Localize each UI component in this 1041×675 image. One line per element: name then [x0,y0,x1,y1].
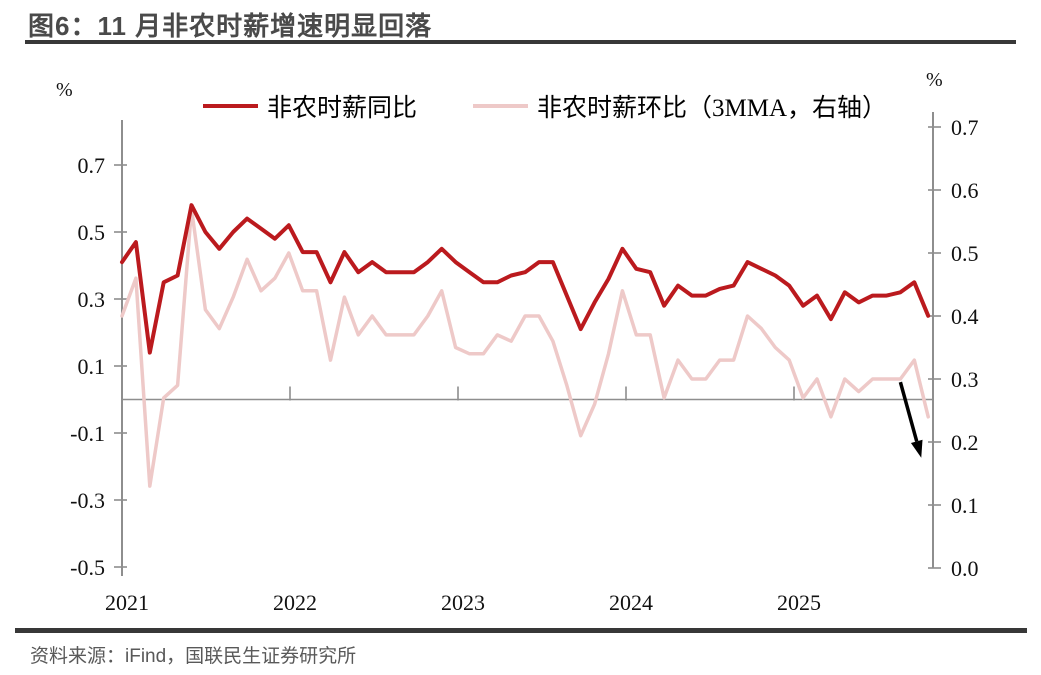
legend-label-mom-3mma: 非农时薪环比（3MMA，右轴） [537,95,888,122]
source-note: 资料来源：iFind，国联民生证券研究所 [30,646,357,667]
legend-item-mom-3mma: 非农时薪环比（3MMA，右轴） [473,92,887,122]
legend-line-swatch-pink [473,104,528,108]
figure-title: 图6：11 月非农时薪增速明显回落 [28,11,433,41]
x-axis-year-label: 2023 [441,590,485,615]
left-axis-tick-label: -0.5 [70,555,105,580]
right-axis-tick-label: 0.1 [951,493,979,518]
left-axis-tick-label: 0.7 [78,153,106,178]
down-arrow-shaft [898,381,919,442]
x-axis-year-label: 2024 [609,590,653,615]
right-axis-tick-label: 0.3 [951,367,979,392]
title-divider [25,40,1016,44]
legend-label-yoy: 非农时薪同比 [267,95,418,122]
left-axis-unit-label: % [56,79,73,101]
footer-divider [15,628,1027,633]
x-axis-year-label: 2021 [105,590,149,615]
x-axis-year-label: 2022 [273,590,317,615]
right-axis-tick-label: 0.2 [951,430,979,455]
right-axis-tick-label: 0.7 [951,115,979,140]
x-axis-year-label: 2025 [777,590,821,615]
right-axis-tick-label: 0.0 [951,556,979,581]
left-axis-tick-label: 0.5 [78,220,106,245]
series-line-yoy [120,203,931,355]
legend-item-yoy: 非农时薪同比 [203,92,417,122]
series-line-mom-3mma [120,207,930,488]
right-axis-tick-label: 0.5 [951,241,979,266]
right-axis-tick-label: 0.4 [951,304,979,329]
right-axis-tick-label: 0.6 [951,178,979,203]
down-arrow-head [910,439,923,458]
right-axis-unit-label: % [926,69,943,91]
left-axis-tick-label: -0.3 [70,488,105,513]
legend-line-swatch-dark-red [203,104,258,108]
left-axis-tick-label: 0.3 [78,287,106,312]
left-axis-tick-label: -0.1 [70,421,105,446]
left-axis-tick-label: 0.1 [78,354,106,379]
